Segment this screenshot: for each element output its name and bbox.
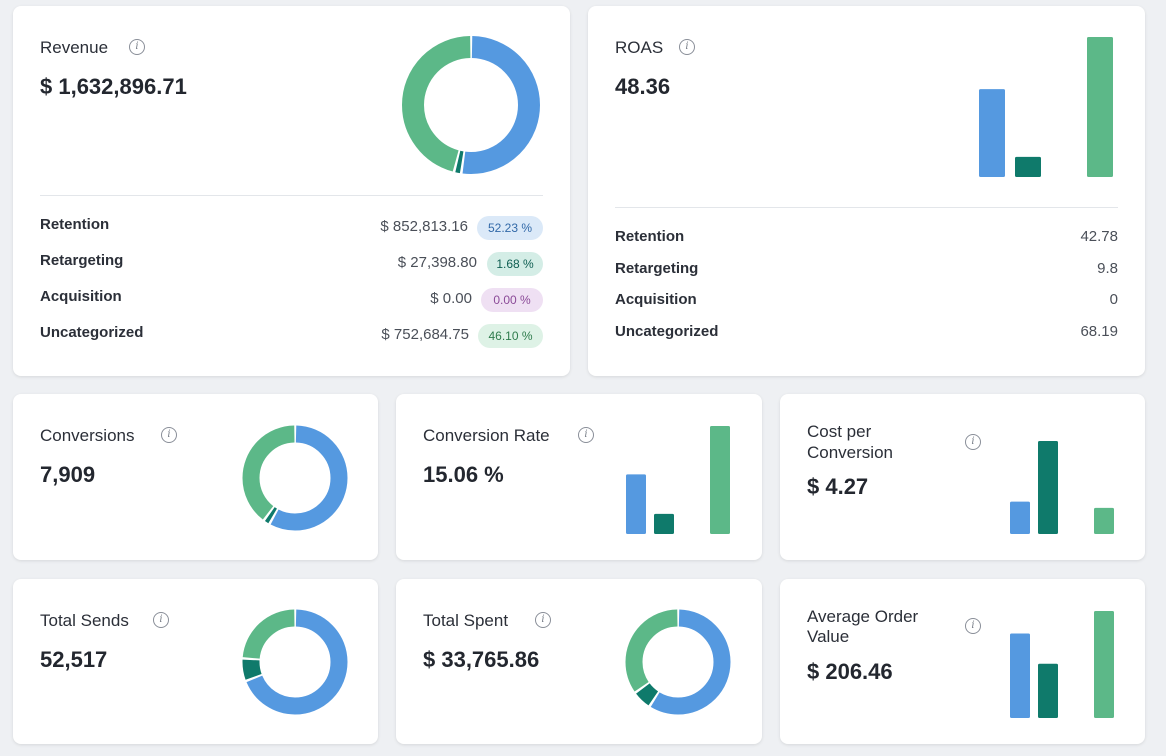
info-icon[interactable]: i [679, 39, 695, 55]
donut-slice-retention[interactable] [625, 609, 731, 715]
row-amount-retargeting: $ 27,398.80 [397, 254, 477, 271]
bar-retention[interactable] [979, 89, 1005, 177]
row-label-retention: Retention [615, 228, 685, 245]
info-icon[interactable]: i [965, 618, 981, 634]
donut-slice-retention[interactable] [402, 36, 540, 174]
conversion-rate-value: 15.06 % [423, 462, 504, 487]
info-icon[interactable]: i [153, 612, 169, 628]
row-label-uncategorized: Uncategorized [40, 324, 144, 341]
revenue-donut-chart [402, 36, 540, 174]
row-label-uncategorized: Uncategorized [615, 323, 719, 340]
bar-uncategorized[interactable] [1087, 37, 1113, 177]
donut-slice-retention[interactable] [242, 425, 348, 531]
revenue-card: Revenue i $ 1,632,896.71 Retention $ 852… [13, 6, 570, 376]
conversions-card: Conversions i 7,909 [13, 394, 378, 560]
total-sends-value: 52,517 [40, 647, 108, 672]
row-label-retargeting: Retargeting [40, 252, 124, 269]
bar-uncategorized[interactable] [1094, 507, 1114, 534]
row-value-retention: 42.78 [1080, 228, 1118, 245]
aov-bar-chart [1010, 611, 1114, 718]
cost-per-conversion-title-line1: Cost per [807, 422, 872, 441]
conversion-rate-bar-chart [626, 426, 730, 534]
info-icon[interactable]: i [129, 39, 145, 55]
bar-uncategorized[interactable] [1094, 611, 1114, 718]
bar-retargeting[interactable] [1038, 663, 1058, 718]
total-spent-value: $ 33,765.86 [423, 647, 540, 672]
row-value-acquisition: 0 [1109, 291, 1118, 308]
revenue-value: $ 1,632,896.71 [40, 74, 187, 99]
donut-slice-retention[interactable] [242, 609, 348, 715]
info-icon[interactable]: i [578, 427, 594, 443]
cost-per-conversion-value: $ 4.27 [807, 474, 869, 499]
pct-badge-uncategorized: 46.10 % [478, 324, 543, 348]
revenue-title: Revenue [40, 38, 109, 57]
roas-bar-chart [979, 37, 1113, 177]
bar-retargeting[interactable] [1015, 156, 1041, 177]
row-amount-uncategorized: $ 752,684.75 [381, 326, 469, 343]
total-spent-card: Total Spent i $ 33,765.86 [396, 579, 762, 744]
total-sends-card: Total Sends i 52,517 [13, 579, 378, 744]
donut-slice-uncategorized[interactable] [625, 609, 731, 715]
roas-card: ROAS i 48.36 Retention 42.78 Retargeting… [588, 6, 1145, 376]
conversion-rate-card: Conversion Rate i 15.06 % [396, 394, 762, 560]
aov-title-line1: Average Order [807, 607, 919, 626]
bar-retention[interactable] [1010, 501, 1030, 534]
pct-badge-acquisition: 0.00 % [481, 288, 543, 312]
donut-slice-retargeting[interactable] [242, 609, 348, 715]
row-value-uncategorized: 68.19 [1080, 323, 1118, 340]
bar-retention[interactable] [626, 474, 646, 534]
row-value-retargeting: 9.8 [1097, 260, 1118, 277]
roas-value: 48.36 [615, 74, 671, 99]
conversions-value: 7,909 [40, 462, 96, 487]
row-label-acquisition: Acquisition [40, 288, 122, 305]
total-sends-title: Total Sends [40, 611, 129, 630]
pct-badge-retention: 52.23 % [477, 216, 543, 240]
divider [615, 207, 1118, 208]
row-label-retention: Retention [40, 216, 110, 233]
cost-per-conversion-card: Cost per Conversion i $ 4.27 [780, 394, 1145, 560]
row-amount-retention: $ 852,813.16 [380, 218, 468, 235]
conversion-rate-title: Conversion Rate [423, 426, 550, 445]
row-amount-acquisition: $ 0.00 [430, 290, 472, 307]
pct-badge-retargeting: 1.68 % [487, 252, 543, 276]
cost-per-conversion-bar-chart [1010, 441, 1114, 534]
bar-retargeting[interactable] [654, 513, 674, 534]
conversions-donut-chart [242, 425, 348, 531]
bar-retention[interactable] [1010, 633, 1030, 718]
aov-value: $ 206.46 [807, 659, 893, 684]
conversions-title: Conversions [40, 426, 135, 445]
total-spent-donut-chart [625, 609, 731, 715]
cost-per-conversion-title-line2: Conversion [807, 443, 893, 462]
row-label-retargeting: Retargeting [615, 260, 699, 277]
average-order-value-card: Average Order Value i $ 206.46 [780, 579, 1145, 744]
info-icon[interactable]: i [161, 427, 177, 443]
bar-uncategorized[interactable] [710, 426, 730, 534]
total-sends-donut-chart [242, 609, 348, 715]
info-icon[interactable]: i [965, 434, 981, 450]
row-label-acquisition: Acquisition [615, 291, 697, 308]
bar-retargeting[interactable] [1038, 441, 1058, 534]
total-spent-title: Total Spent [423, 611, 509, 630]
donut-slice-uncategorized[interactable] [402, 36, 540, 174]
aov-title-line2: Value [807, 627, 850, 646]
donut-slice-uncategorized[interactable] [242, 425, 348, 531]
divider [40, 195, 543, 196]
info-icon[interactable]: i [535, 612, 551, 628]
roas-title: ROAS [615, 38, 664, 57]
